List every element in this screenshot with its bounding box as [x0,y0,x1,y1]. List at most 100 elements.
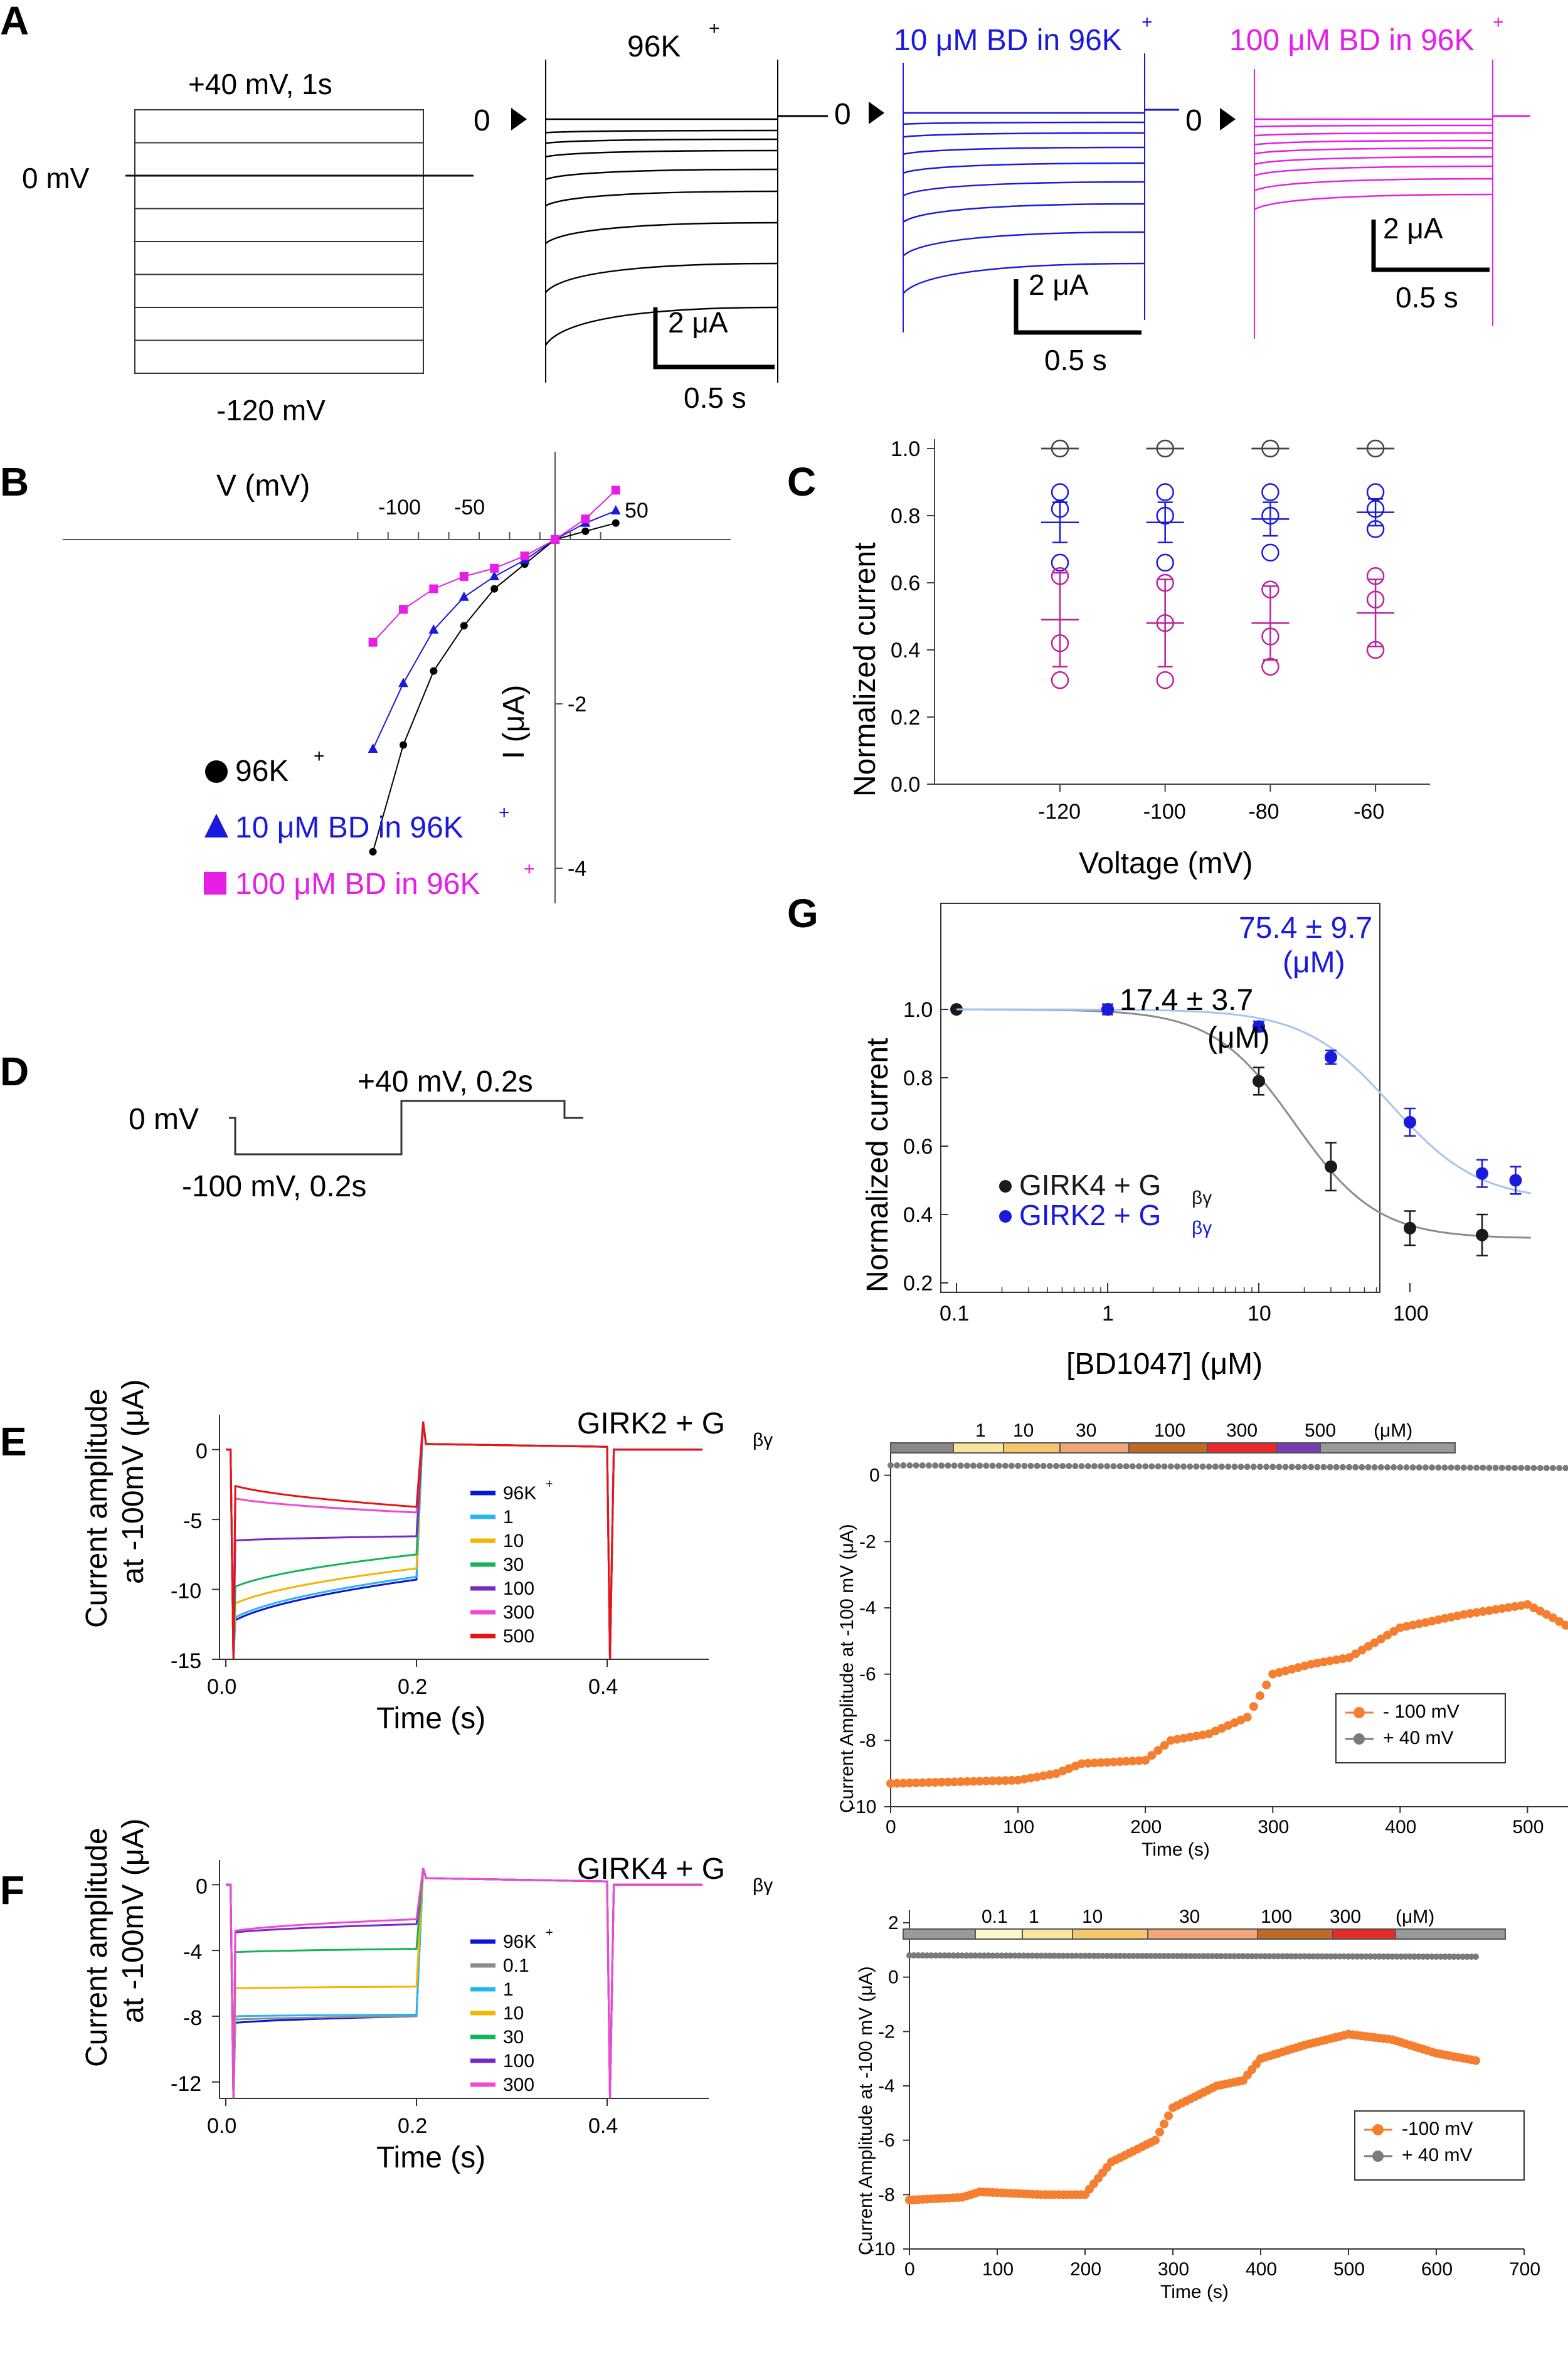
data-point [1027,1462,1034,1469]
data-point [1293,1953,1299,1960]
data-point [1339,1464,1346,1470]
protocol-zero-label: 0 mV [22,162,90,194]
x-tick-label: 0.0 [207,1675,236,1699]
data-point [990,1952,996,1959]
protocol-top-label: +40 mV, 1s [188,68,332,100]
concentration-segment [1207,1442,1277,1454]
zero-marker-arrow [511,108,527,130]
y-tick-label: -4 [568,857,586,881]
concentration-segment [1022,1928,1073,1940]
data-point [1231,1953,1237,1960]
x-tick-label: 300 [1158,2259,1189,2280]
data-point [1308,1464,1315,1470]
concentration-label: 1 [975,1420,986,1441]
current-trace [1254,132,1493,137]
data-point [1012,1952,1018,1959]
data-point [1389,1953,1396,1960]
data-point [1509,1174,1522,1187]
x-tick-label: 10 [1248,1302,1271,1326]
y-tick-label: -8 [183,2006,202,2030]
data-point [1156,483,1174,501]
data-point [1323,1953,1330,1960]
data-point [977,1462,983,1469]
y-tick-label: 0.2 [903,1272,933,1295]
data-point [458,591,469,601]
legend-label: 10 [503,1531,524,1551]
legend-label: + 40 mV [1383,1728,1454,1748]
data-point [1237,1464,1244,1470]
fit-curve [956,1008,1532,1194]
data-point [1108,1952,1115,1959]
data-point [981,1952,987,1959]
concentration-segment [1257,1928,1333,1940]
data-point [1051,483,1069,501]
data-point [610,505,621,515]
data-point [1314,1464,1321,1470]
data-point [933,1952,939,1959]
data-point [1034,1462,1041,1469]
x-tick-label: -80 [1248,800,1279,824]
data-point [1411,1953,1417,1960]
data-point [1160,2119,1168,2129]
data-point [962,1777,972,1786]
data-point [1275,1953,1281,1960]
data-point [999,1952,1005,1959]
data-point [1524,1464,1531,1471]
data-point [1346,1464,1353,1470]
girk4-timecourse-chart: 2 0 -2 -4 -6 -8 -10 0 100 200 300 400 500 600 700 Time … [856,1906,1540,2302]
data-point [1109,1757,1118,1767]
legend-marker [999,1210,1012,1223]
current-trace [545,149,778,158]
data-point [1128,1757,1137,1766]
data-point [1404,1221,1416,1235]
data-point [1473,1954,1479,1960]
x-tick-label: 500 [1512,1817,1544,1837]
legend-box [1354,2110,1525,2181]
legend-marker [999,1180,1012,1193]
data-point [1352,1464,1359,1470]
protocol-step1-label: -100 mV, 0.2s [182,1170,366,1203]
x-axis-label: Time (s) [1142,1839,1210,1860]
current-trace [226,1421,702,1660]
data-point [911,1778,921,1787]
data-point [963,1952,970,1959]
data-point [1084,1463,1091,1470]
data-point [1328,1953,1334,1960]
data-point [956,1777,965,1787]
data-point [1350,1953,1356,1960]
data-point [941,1952,948,1959]
data-point [1021,1462,1028,1469]
data-point [1249,1953,1255,1960]
data-point [399,605,408,614]
x-tick-label: -50 [454,496,485,519]
legend-marker [204,814,228,837]
y-tick-label: 0.6 [891,571,920,595]
data-point [1282,1464,1289,1470]
data-point [1310,1953,1316,1960]
current-trace [226,1868,702,2099]
data-point [945,1462,951,1469]
data-point [1561,1620,1568,1630]
current-trace [1254,124,1493,128]
concentration-segment [1320,1442,1456,1454]
data-point [1429,1464,1436,1471]
data-point [950,1003,963,1016]
current-trace [1254,193,1493,211]
data-point [1263,1464,1270,1470]
data-point [1467,1464,1473,1471]
data-point [520,551,529,561]
y-tick-label: 0 [869,1465,880,1486]
concentration-label: 30 [1179,1906,1200,1927]
data-point [1066,1462,1073,1469]
current-trace [1254,147,1493,155]
data-point [1056,1952,1062,1959]
data-point [1492,1464,1499,1471]
legend-marker [205,760,228,783]
data-point [1123,1463,1130,1470]
current-trace [226,1868,702,2099]
panel-label-f: F [0,1868,24,1913]
current-trace [1254,165,1493,177]
data-point [1473,1464,1480,1471]
data-point [1116,1463,1123,1470]
